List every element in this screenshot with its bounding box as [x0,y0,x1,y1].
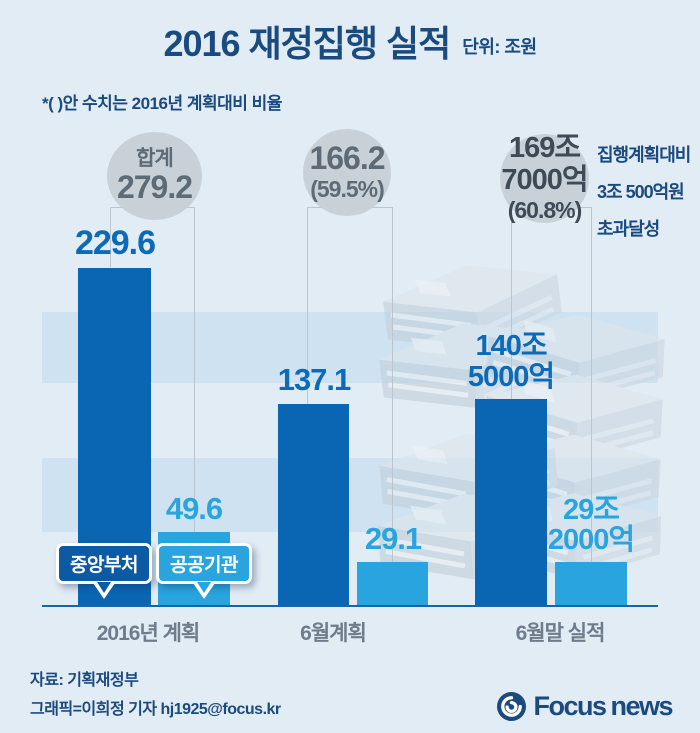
graphic-credit: 그래픽=이희정 기자 hj1925@focus.kr [30,701,281,718]
total-circle-percent: (60.8%) [507,197,583,224]
focus-news-wordmark: Focus news [533,691,673,722]
bar-central-june-plan [278,403,349,605]
bar-public-june-actual [555,562,627,605]
legend-bubble-central: 중앙부처 [56,543,152,584]
bar-central-june-actual [475,398,547,605]
total-circle-june-plan: 166.2 (59.5%) [303,129,391,216]
source-credit: 자료: 기획재정부 [30,672,139,689]
total-circle-value-line1: 169조 [508,132,581,165]
legend-bubble-public: 공공기관 [156,543,252,584]
focus-news-logo-icon [497,691,527,722]
over-achievement-note: 집행계획대비 3조 500억원 초과달성 [597,137,691,248]
footnote: *( )안 수치는 2016년 계획대비 비율 [42,94,282,113]
header: 2016 재정집행 실적 단위: 조원 [0,24,700,64]
category-label-june-actual: 6월말 실적 [515,622,606,645]
bar-value-central-june-actual: 140조 5000억 [467,330,555,393]
axis-baseline [42,605,658,607]
note-line-3: 초과달성 [597,219,660,239]
total-circle-june-actual: 169조 7000억 (60.8%) [500,132,589,224]
bracket-group1-right [194,207,195,532]
bar-value-central-june-plan: 137.1 [277,362,352,398]
bar-value-public-june-actual: 29조 2000억 [547,493,635,556]
bracket-group3-right [591,207,592,562]
brand-secondary: news [610,691,673,721]
total-circle-value-line2: 7000억 [501,164,588,197]
total-circle-value: 279.2 [116,169,193,206]
bar-value-public-june-plan: 29.1 [364,521,422,557]
bar-value-public-2016-plan: 49.6 [165,490,223,526]
total-circle-value: 166.2 [309,140,385,177]
bar-value-central-2016-plan: 229.6 [74,223,156,262]
bracket-group1-left [110,207,111,267]
unit-label: 단위: 조원 [462,36,537,57]
bracket-group3-left [511,207,512,399]
note-line-1: 집행계획대비 [597,145,691,165]
category-label-2016-plan: 2016년 계획 [96,622,201,645]
focus-news-logo: Focus news [496,691,673,722]
total-circle-caption: 합계 [136,147,174,171]
category-label-june-plan: 6월계획 [300,622,367,645]
total-circle-2016-plan: 합계 279.2 [107,132,202,220]
bracket-group2-left [307,207,308,404]
page-title: 2016 재정집행 실적 [163,23,451,64]
note-line-2: 3조 500억원 [597,182,685,202]
brand-primary: Focus [533,691,607,721]
total-circle-percent: (59.5%) [310,176,385,203]
bracket-group2-right [392,207,393,562]
bar-public-june-plan [357,562,428,605]
